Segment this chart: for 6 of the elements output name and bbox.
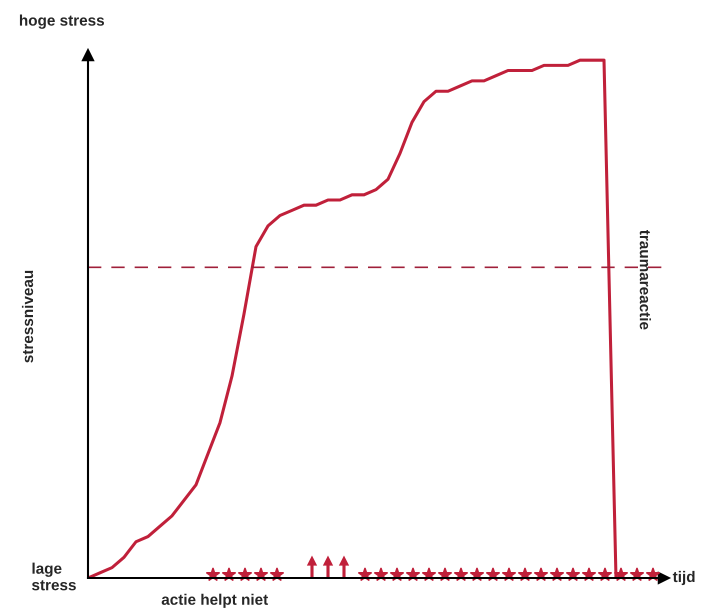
x-axis-title: tijd <box>672 570 695 586</box>
text: lage stress <box>32 562 76 590</box>
text: hoge stress <box>20 14 104 29</box>
y-axis-title: stressniveau <box>22 270 34 363</box>
text: actie helpt niet <box>162 594 268 608</box>
annotation: traumareactie <box>640 230 651 330</box>
